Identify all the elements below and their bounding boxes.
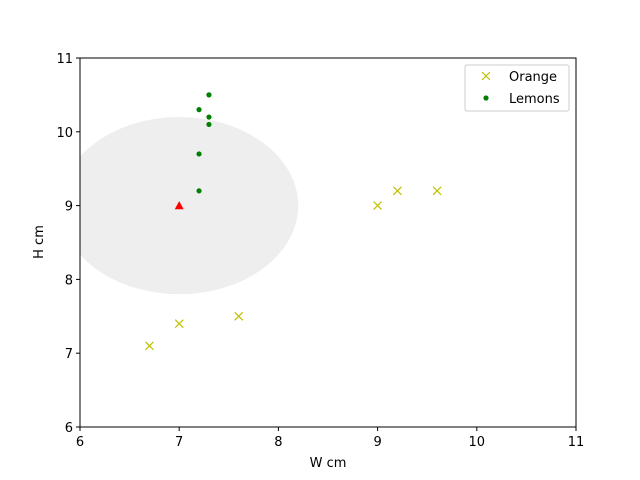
orange-point	[373, 201, 383, 211]
y-tick-label: 11	[56, 52, 73, 67]
neighborhood-region	[80, 117, 299, 295]
lemons-point	[206, 92, 212, 98]
orange-point	[145, 341, 154, 351]
lemons-point	[196, 107, 202, 113]
orange-point	[234, 311, 244, 321]
legend-label-orange: Orange	[509, 70, 557, 85]
lemons-point	[196, 188, 202, 194]
y-tick-label: 7	[65, 347, 73, 362]
x-tick-label: 11	[568, 435, 585, 450]
legend-label-lemons: Lemons	[509, 92, 560, 107]
query-point	[174, 201, 184, 210]
y-axis-label: H cm	[32, 225, 47, 259]
x-tick-label: 9	[373, 435, 381, 450]
x-tick-label: 10	[469, 435, 486, 450]
lemons-point	[206, 114, 212, 120]
x-axis-ticks: 6 7 8 9 10 11	[76, 427, 584, 450]
x-tick-label: 8	[274, 435, 282, 450]
x-tick-label: 6	[76, 435, 84, 450]
orange-point	[432, 186, 442, 196]
y-axis-ticks: 6 7 8 9 10 11	[56, 52, 80, 436]
legend-marker-lemons	[483, 95, 489, 101]
lemons-point	[196, 151, 202, 157]
y-tick-label: 9	[65, 200, 73, 215]
y-tick-label: 10	[56, 126, 73, 141]
lemons-point	[206, 121, 212, 128]
orange-point	[393, 186, 402, 196]
x-tick-label: 7	[175, 435, 183, 450]
region-circle	[80, 117, 299, 295]
legend-marker-orange	[481, 71, 491, 81]
data-points	[145, 92, 442, 351]
orange-point	[174, 319, 184, 329]
x-axis-label: W cm	[310, 456, 347, 471]
legend-box	[464, 64, 570, 112]
plot-frame	[79, 57, 577, 428]
y-tick-label: 6	[65, 421, 73, 436]
legend: Orange Lemons	[464, 64, 570, 112]
y-tick-label: 8	[65, 273, 73, 288]
